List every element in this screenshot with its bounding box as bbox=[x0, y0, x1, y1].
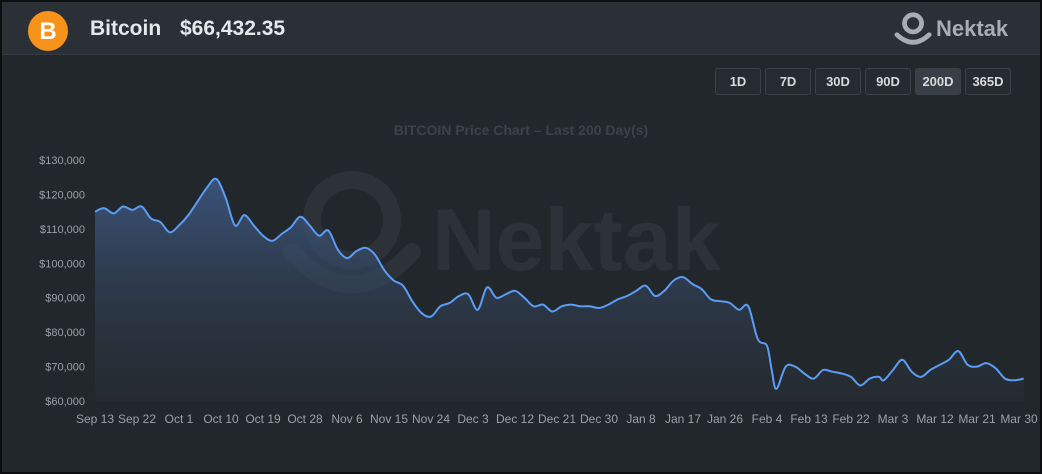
range-button-200d[interactable]: 200D bbox=[915, 68, 961, 95]
range-selector: 1D 7D 30D 90D 200D 365D bbox=[715, 68, 1015, 95]
x-tick-label: Nov 15 bbox=[370, 412, 408, 426]
x-tick-label: Mar 12 bbox=[916, 412, 954, 426]
y-tick-label: $90,000 bbox=[45, 293, 85, 305]
brand-name: Nektak bbox=[936, 16, 1009, 41]
x-tick-label: Dec 21 bbox=[538, 412, 576, 426]
y-tick-label: $100,000 bbox=[39, 258, 85, 270]
x-tick-label: Jan 17 bbox=[665, 412, 701, 426]
x-tick-label: Nov 24 bbox=[412, 412, 450, 426]
x-tick-label: Feb 4 bbox=[752, 412, 783, 426]
coin-price: $66,432.35 bbox=[180, 17, 286, 40]
brand-logo-icon bbox=[894, 12, 932, 45]
chart-title: BITCOIN Price Chart – Last 200 Day(s) bbox=[393, 122, 649, 138]
y-tick-label: $60,000 bbox=[45, 396, 85, 408]
x-tick-label: Oct 1 bbox=[165, 412, 194, 426]
range-button-90d[interactable]: 90D bbox=[865, 68, 911, 95]
y-tick-label: $70,000 bbox=[45, 362, 85, 374]
y-tick-label: $80,000 bbox=[45, 327, 85, 339]
x-tick-label: Sep 22 bbox=[118, 412, 156, 426]
price-line bbox=[94, 177, 1024, 390]
price-area bbox=[95, 178, 1024, 401]
y-tick-label: $120,000 bbox=[39, 189, 85, 201]
x-tick-label: Sep 13 bbox=[76, 412, 114, 426]
x-tick-label: Oct 28 bbox=[287, 412, 323, 426]
range-button-7d[interactable]: 7D bbox=[765, 68, 811, 95]
range-button-1d[interactable]: 1D bbox=[715, 68, 761, 95]
x-tick-label: Dec 30 bbox=[580, 412, 618, 426]
x-tick-label: Mar 3 bbox=[878, 412, 909, 426]
x-tick-label: Dec 3 bbox=[457, 412, 489, 426]
range-button-365d[interactable]: 365D bbox=[965, 68, 1011, 95]
range-button-30d[interactable]: 30D bbox=[815, 68, 861, 95]
y-tick-label: $130,000 bbox=[39, 155, 85, 167]
x-tick-label: Oct 10 bbox=[203, 412, 239, 426]
bitcoin-icon: B bbox=[28, 11, 68, 51]
x-tick-label: Jan 8 bbox=[626, 412, 656, 426]
x-tick-label: Feb 22 bbox=[832, 412, 870, 426]
y-tick-label: $110,000 bbox=[40, 224, 85, 236]
x-tick-label: Mar 30 bbox=[1000, 412, 1038, 426]
x-tick-label: Feb 13 bbox=[790, 412, 828, 426]
x-tick-label: Jan 26 bbox=[707, 412, 743, 426]
x-tick-label: Mar 21 bbox=[958, 412, 996, 426]
x-tick-label: Nov 6 bbox=[331, 412, 363, 426]
coin-name: Bitcoin bbox=[90, 17, 162, 40]
header-bar: B Bitcoin $66,432.35 Nektak bbox=[2, 2, 1040, 55]
x-tick-label: Dec 12 bbox=[496, 412, 534, 426]
watermark-text: Nektak bbox=[432, 190, 722, 289]
x-tick-label: Oct 19 bbox=[245, 412, 281, 426]
svg-text:B: B bbox=[39, 18, 56, 45]
